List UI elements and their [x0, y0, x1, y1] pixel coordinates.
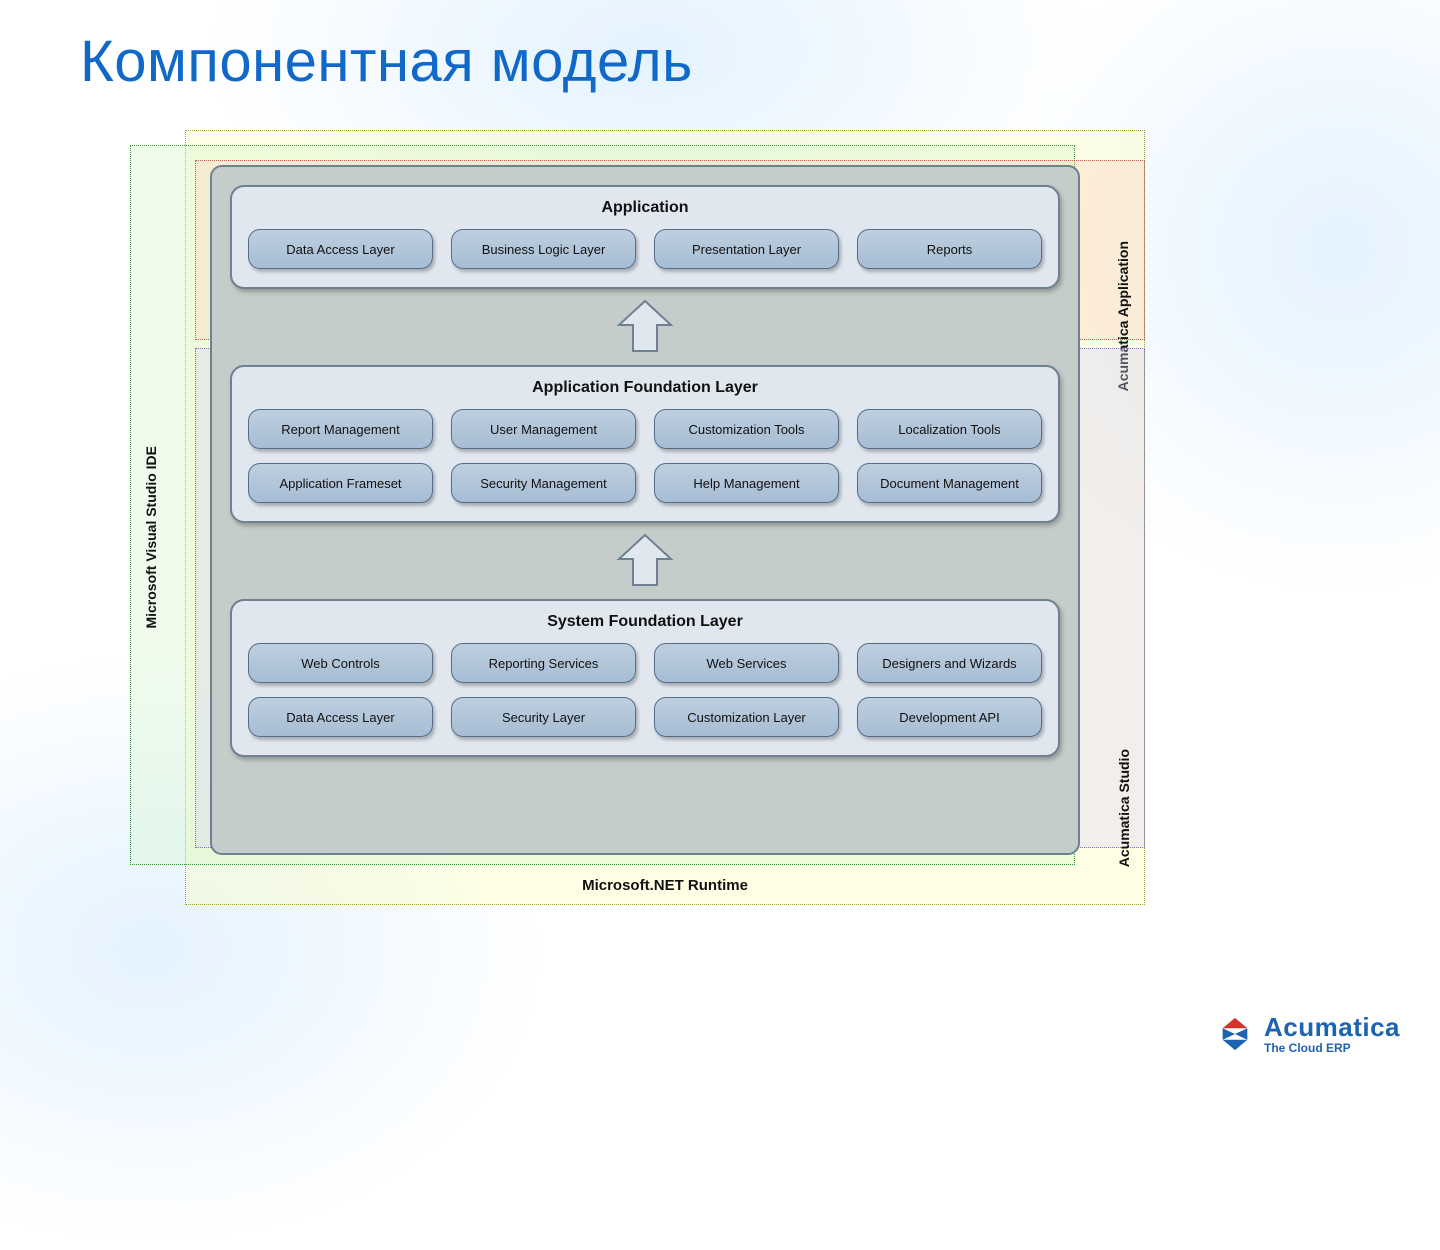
component-pill: Customization Layer [654, 697, 839, 737]
component-pill: User Management [451, 409, 636, 449]
logo-name: Acumatica [1264, 1014, 1400, 1040]
component-pill: Customization Tools [654, 409, 839, 449]
ctx-ide-label: Microsoft Visual Studio IDE [143, 446, 159, 629]
arrow-up [230, 533, 1060, 589]
logo-subtitle: The Cloud ERP [1264, 1042, 1400, 1054]
layer-row: Report Management User Management Custom… [248, 409, 1042, 449]
layer-row: Application Frameset Security Management… [248, 463, 1042, 503]
component-pill: Business Logic Layer [451, 229, 636, 269]
arrow-up [230, 299, 1060, 355]
component-pill: Data Access Layer [248, 229, 433, 269]
component-pill: Development API [857, 697, 1042, 737]
layer-row: Web Controls Reporting Services Web Serv… [248, 643, 1042, 683]
layer-row: Data Access Layer Security Layer Customi… [248, 697, 1042, 737]
layer-row: Data Access Layer Business Logic Layer P… [248, 229, 1042, 269]
component-pill: Reports [857, 229, 1042, 269]
component-diagram: Microsoft.NET Runtime Microsoft Visual S… [130, 130, 1145, 905]
component-pill: Web Services [654, 643, 839, 683]
component-pill: Security Management [451, 463, 636, 503]
component-pill: Security Layer [451, 697, 636, 737]
layer-app-foundation: Application Foundation Layer Report Mana… [230, 365, 1060, 523]
component-pill: Data Access Layer [248, 697, 433, 737]
page-title: Компонентная модель [80, 28, 693, 95]
layer-title: System Foundation Layer [547, 613, 743, 631]
brand-logo: Acumatica The Cloud ERP [1216, 1014, 1400, 1054]
layers-panel: Application Data Access Layer Business L… [210, 165, 1080, 855]
component-pill: Presentation Layer [654, 229, 839, 269]
ctx-studio-label: Acumatica Studio [1116, 749, 1132, 867]
component-pill: Application Frameset [248, 463, 433, 503]
component-pill: Help Management [654, 463, 839, 503]
ctx-runtime-label: Microsoft.NET Runtime [186, 877, 1144, 894]
component-pill: Report Management [248, 409, 433, 449]
logo-icon [1216, 1015, 1254, 1053]
component-pill: Designers and Wizards [857, 643, 1042, 683]
component-pill: Localization Tools [857, 409, 1042, 449]
component-pill: Reporting Services [451, 643, 636, 683]
component-pill: Web Controls [248, 643, 433, 683]
layer-title: Application Foundation Layer [532, 379, 758, 397]
component-pill: Document Management [857, 463, 1042, 503]
layer-title: Application [601, 199, 688, 217]
layer-sys-foundation: System Foundation Layer Web Controls Rep… [230, 599, 1060, 757]
layer-application: Application Data Access Layer Business L… [230, 185, 1060, 289]
